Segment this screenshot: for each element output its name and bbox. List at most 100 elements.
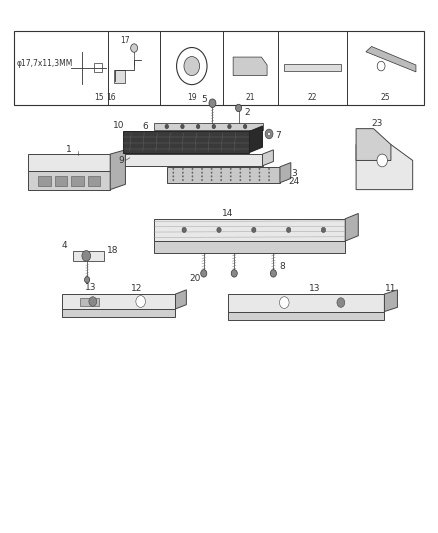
Polygon shape	[123, 131, 250, 152]
Polygon shape	[250, 126, 262, 152]
Circle shape	[184, 56, 200, 76]
Circle shape	[209, 99, 216, 108]
Text: 24: 24	[288, 177, 300, 186]
Text: 20: 20	[189, 273, 201, 282]
Circle shape	[240, 168, 241, 170]
Bar	[71, 176, 84, 186]
Bar	[39, 176, 50, 186]
Polygon shape	[28, 154, 110, 171]
Polygon shape	[28, 171, 110, 190]
Bar	[114, 70, 124, 83]
Polygon shape	[228, 294, 385, 312]
Circle shape	[201, 270, 207, 277]
Text: 3: 3	[291, 169, 297, 178]
Circle shape	[131, 44, 138, 52]
Circle shape	[228, 124, 231, 128]
Circle shape	[220, 175, 222, 177]
Circle shape	[211, 175, 212, 177]
Circle shape	[321, 227, 325, 232]
Circle shape	[217, 227, 221, 232]
Text: 25: 25	[381, 93, 390, 102]
Text: 19: 19	[187, 93, 197, 102]
Circle shape	[268, 172, 270, 174]
Circle shape	[182, 168, 184, 170]
Polygon shape	[73, 251, 104, 261]
Bar	[94, 63, 102, 72]
Polygon shape	[228, 312, 385, 319]
Circle shape	[268, 132, 270, 135]
Polygon shape	[280, 163, 291, 183]
Bar	[88, 176, 100, 186]
Circle shape	[258, 179, 260, 181]
Text: 12: 12	[131, 284, 142, 293]
Circle shape	[191, 172, 193, 174]
Circle shape	[165, 124, 169, 128]
Text: 21: 21	[246, 93, 255, 102]
Bar	[14, 30, 424, 105]
Polygon shape	[356, 128, 391, 160]
Text: φ17,7x11,3MM: φ17,7x11,3MM	[17, 59, 73, 68]
Circle shape	[220, 179, 222, 181]
Bar	[80, 298, 99, 306]
Circle shape	[240, 172, 241, 174]
Circle shape	[196, 124, 200, 128]
Circle shape	[182, 172, 184, 174]
Polygon shape	[356, 144, 413, 190]
Circle shape	[230, 179, 232, 181]
Circle shape	[258, 175, 260, 177]
Circle shape	[89, 297, 97, 306]
Circle shape	[268, 179, 270, 181]
Polygon shape	[176, 290, 186, 309]
Circle shape	[249, 179, 251, 181]
Text: 8: 8	[279, 262, 285, 271]
Polygon shape	[110, 150, 125, 190]
Text: 4: 4	[62, 241, 67, 250]
Circle shape	[220, 168, 222, 170]
Circle shape	[377, 61, 385, 71]
Polygon shape	[62, 309, 176, 317]
Text: 13: 13	[85, 283, 96, 292]
Circle shape	[201, 175, 203, 177]
Circle shape	[211, 168, 212, 170]
Circle shape	[82, 251, 91, 261]
Circle shape	[211, 172, 212, 174]
Circle shape	[201, 168, 203, 170]
Circle shape	[181, 124, 184, 128]
Text: 13: 13	[309, 284, 321, 293]
Circle shape	[258, 168, 260, 170]
Circle shape	[212, 124, 215, 128]
Polygon shape	[385, 290, 397, 312]
Polygon shape	[154, 241, 345, 253]
Bar	[55, 176, 67, 186]
Polygon shape	[345, 214, 358, 241]
Text: 16: 16	[106, 93, 116, 102]
Circle shape	[230, 172, 232, 174]
Polygon shape	[154, 219, 345, 241]
Bar	[284, 64, 341, 71]
Circle shape	[182, 179, 184, 181]
Circle shape	[265, 129, 273, 139]
Circle shape	[191, 179, 193, 181]
Circle shape	[286, 227, 291, 232]
Polygon shape	[233, 57, 267, 76]
Circle shape	[249, 168, 251, 170]
Circle shape	[173, 175, 174, 177]
Circle shape	[211, 179, 212, 181]
Circle shape	[236, 104, 242, 112]
Circle shape	[220, 172, 222, 174]
Text: 23: 23	[371, 119, 382, 128]
Circle shape	[252, 227, 256, 232]
Circle shape	[230, 175, 232, 177]
Circle shape	[270, 270, 276, 277]
Circle shape	[231, 270, 237, 277]
Circle shape	[258, 172, 260, 174]
Text: 15: 15	[95, 93, 104, 102]
Text: 7: 7	[275, 131, 281, 140]
Text: 11: 11	[385, 284, 397, 293]
Circle shape	[377, 154, 388, 167]
Circle shape	[268, 168, 270, 170]
Text: 1: 1	[66, 146, 72, 155]
Circle shape	[230, 168, 232, 170]
Circle shape	[182, 227, 186, 232]
Circle shape	[268, 175, 270, 177]
